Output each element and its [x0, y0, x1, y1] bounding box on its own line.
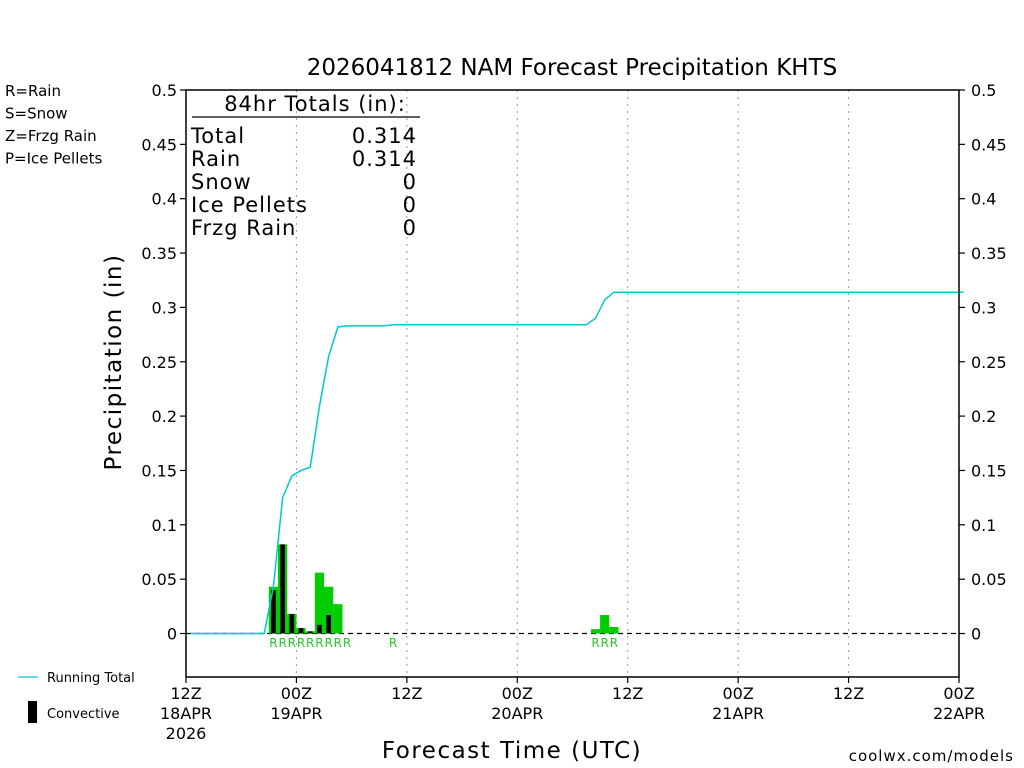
convective-legend-label: Convective [47, 707, 120, 722]
running-total-legend-label: Running Total [47, 671, 135, 686]
y-tick-label-left: 0.05 [141, 570, 177, 589]
precip-type-marker: R [315, 636, 323, 650]
precip-type-marker: R [278, 636, 286, 650]
precip-type-marker: R [324, 636, 332, 650]
total-precip-bar [609, 626, 619, 634]
x-tick-date: 21APR [712, 704, 764, 723]
y-tick-label-right: 0.4 [971, 190, 996, 209]
convective-legend-swatch [28, 701, 37, 723]
y-tick-label-left: 0.4 [152, 190, 177, 209]
x-tick-year: 2026 [166, 724, 207, 743]
total-precip-bar [324, 586, 334, 634]
convective-bar [307, 631, 313, 634]
convective-bar [317, 624, 322, 634]
y-tick-label-right: 0.2 [971, 407, 996, 426]
totals-row-label: Frzg Rain [191, 216, 296, 240]
precip-type-marker: R [591, 636, 599, 650]
precip-type-legend-item: P=Ice Pellets [5, 150, 102, 168]
precip-type-marker: R [306, 636, 314, 650]
precip-type-marker: R [288, 636, 296, 650]
convective-bar [298, 628, 304, 634]
precip-type-legend-item: R=Rain [5, 82, 61, 100]
credit-text: coolwx.com/models [849, 747, 1014, 765]
totals-row-label: Ice Pellets [191, 193, 308, 217]
y-tick-label-left: 0.5 [152, 81, 177, 100]
total-precip-bar [314, 572, 325, 634]
precip-type-marker: R [343, 636, 351, 650]
x-tick-label: 12Z [833, 684, 864, 703]
y-axis-label: Precipitation (in) [101, 254, 127, 471]
precip-type-legend: R=Rain S=Snow Z=Frzg Rain P=Ice Pellets [5, 82, 102, 168]
chart-title: 2026041812 NAM Forecast Precipitation KH… [307, 55, 837, 81]
precip-type-legend-item: S=Snow [5, 105, 68, 123]
y-axis-ticks: 0 00.05 0.050.1 0.10.15 0.150.2 0.20.25 0.250.… [141, 81, 1006, 644]
y-tick-label-right: 0.1 [971, 516, 996, 535]
y-tick-label-right: 0 [971, 625, 981, 644]
y-tick-label-left: 0.2 [152, 407, 177, 426]
precip-type-legend-item: Z=Frzg Rain [5, 127, 97, 145]
precip-type-marker: R [297, 636, 305, 650]
precip-type-marker: R [269, 636, 277, 650]
x-axis-label: Forecast Time (UTC) [382, 738, 642, 764]
x-tick-date: 20APR [491, 704, 543, 723]
x-tick-label: 00Z [722, 684, 753, 703]
precip-type-marker: R [610, 636, 618, 650]
precip-bars [268, 544, 619, 634]
y-tick-label-right: 0.05 [971, 570, 1007, 589]
convective-bar [271, 590, 276, 634]
convective-bar [289, 613, 295, 634]
precip-type-marker: R [389, 636, 397, 650]
totals-row-value: 0.314 [352, 124, 417, 148]
totals-row-label: Rain [191, 147, 241, 171]
x-tick-label: 00Z [281, 684, 312, 703]
y-tick-label-right: 0.5 [971, 81, 996, 100]
total-precip-bar [600, 615, 610, 634]
y-tick-label-left: 0.35 [141, 244, 177, 263]
total-precip-bar [333, 604, 343, 634]
y-tick-label-right: 0.15 [971, 461, 1007, 480]
total-precip-bar [590, 629, 601, 634]
x-tick-label: 00Z [502, 684, 533, 703]
y-tick-label-left: 0.45 [141, 135, 177, 154]
totals-row-label: Snow [191, 170, 252, 194]
x-tick-date: 22APR [933, 704, 985, 723]
x-tick-label: 12Z [612, 684, 643, 703]
x-tick-label: 00Z [943, 684, 974, 703]
totals-row-value: 0 [403, 193, 417, 217]
plot-frame [185, 89, 960, 678]
convective-bar [326, 615, 331, 634]
vertical-gridlines [295, 90, 850, 677]
totals-header: 84hr Totals (in): [224, 92, 406, 116]
y-tick-label-left: 0.1 [152, 516, 177, 535]
y-tick-label-left: 0 [167, 625, 177, 644]
y-tick-label-right: 0.35 [971, 244, 1007, 263]
totals-box: 84hr Totals (in): Total 0.314 Rain 0.314 Sno… [190, 92, 420, 240]
totals-row-label: Total [190, 124, 245, 148]
y-tick-label-left: 0.25 [141, 353, 177, 372]
y-tick-label-left: 0.15 [141, 461, 177, 480]
x-tick-date: 18APR [160, 704, 212, 723]
totals-row-value: 0 [403, 216, 417, 240]
precip-type-marker: R [601, 636, 609, 650]
x-tick-date: 19APR [270, 704, 322, 723]
x-tick-label: 12Z [391, 684, 422, 703]
y-tick-label-left: 0.3 [152, 298, 177, 317]
y-tick-label-right: 0.3 [971, 298, 996, 317]
running-total-line [190, 291, 964, 635]
totals-row-value: 0.314 [352, 147, 417, 171]
precip-type-marker: R [334, 636, 342, 650]
totals-row-value: 0 [403, 170, 417, 194]
y-tick-label-right: 0.45 [971, 135, 1007, 154]
x-tick-label: 12Z [170, 684, 201, 703]
convective-bar [280, 544, 285, 634]
y-tick-label-right: 0.25 [971, 353, 1007, 372]
